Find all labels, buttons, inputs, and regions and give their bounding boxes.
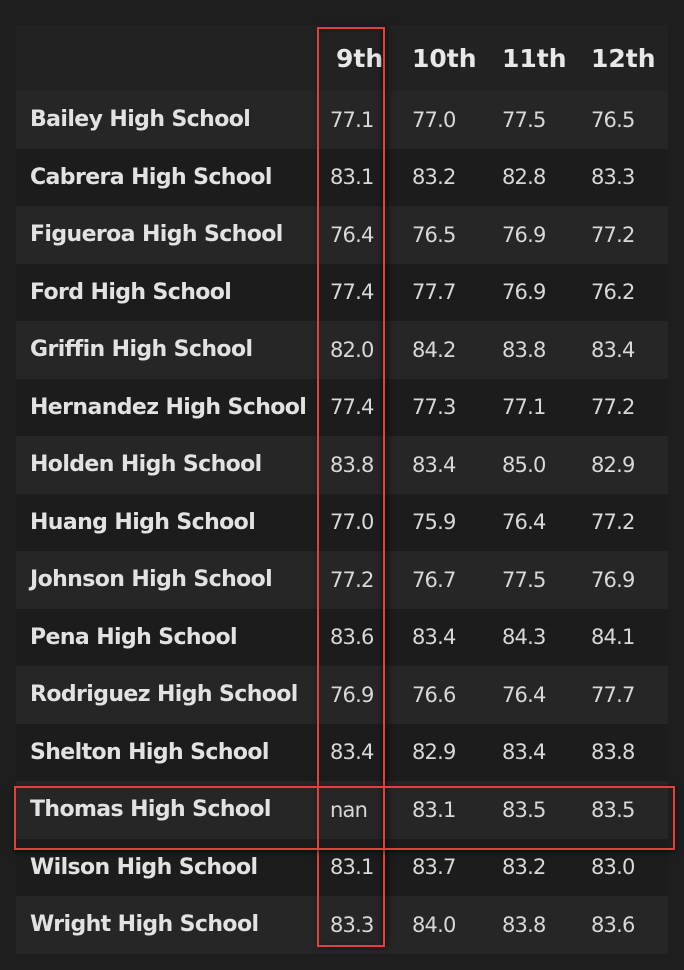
- table-row: Wilson High School 83.1 83.7 83.2 83.0: [16, 838, 668, 896]
- grade-10th-value: 82.9: [404, 723, 492, 781]
- grade-10th-value: 83.4: [404, 608, 492, 666]
- grade-scores-table: 9th 10th 11th 12th Bailey High School 77…: [16, 25, 668, 954]
- grade-9th-value: 83.1: [318, 838, 404, 896]
- grade-12th-value: 83.3: [583, 148, 668, 206]
- grade-11th-value: 83.2: [492, 838, 583, 896]
- table-row: Bailey High School 77.1 77.0 77.5 76.5: [16, 91, 668, 149]
- table-row: Figueroa High School 76.4 76.5 76.9 77.2: [16, 206, 668, 264]
- table-row: Johnson High School 77.2 76.7 77.5 76.9: [16, 551, 668, 609]
- grade-11th-value: 84.3: [492, 608, 583, 666]
- table-row: Griffin High School 82.0 84.2 83.8 83.4: [16, 321, 668, 379]
- grade-10th-value: 77.3: [404, 378, 492, 436]
- grade-11th-value: 76.9: [492, 206, 583, 264]
- grade-10th-value: 84.2: [404, 321, 492, 379]
- school-name: Wright High School: [16, 896, 318, 954]
- grade-10th-value: 83.7: [404, 838, 492, 896]
- grade-10th-value: 76.6: [404, 666, 492, 724]
- school-name: Holden High School: [16, 436, 318, 494]
- column-header-12th: 12th: [583, 25, 668, 91]
- grade-12th-value: 77.2: [583, 206, 668, 264]
- table-row: Hernandez High School 77.4 77.3 77.1 77.…: [16, 378, 668, 436]
- grade-11th-value: 76.9: [492, 263, 583, 321]
- column-header-11th: 11th: [492, 25, 583, 91]
- table-row: Holden High School 83.8 83.4 85.0 82.9: [16, 436, 668, 494]
- grade-10th-value: 83.4: [404, 436, 492, 494]
- table-row: Pena High School 83.6 83.4 84.3 84.1: [16, 608, 668, 666]
- grade-11th-value: 77.1: [492, 378, 583, 436]
- school-name: Figueroa High School: [16, 206, 318, 264]
- grade-9th-value: 82.0: [318, 321, 404, 379]
- grade-10th-value: 76.5: [404, 206, 492, 264]
- grade-10th-value: 76.7: [404, 551, 492, 609]
- grade-9th-value: 83.6: [318, 608, 404, 666]
- grade-12th-value: 84.1: [583, 608, 668, 666]
- table-row: Shelton High School 83.4 82.9 83.4 83.8: [16, 723, 668, 781]
- grade-9th-value: nan: [318, 781, 404, 839]
- grade-10th-value: 83.1: [404, 781, 492, 839]
- grade-12th-value: 77.2: [583, 378, 668, 436]
- table-row: Ford High School 77.4 77.7 76.9 76.2: [16, 263, 668, 321]
- grade-12th-value: 76.9: [583, 551, 668, 609]
- grade-11th-value: 83.5: [492, 781, 583, 839]
- grade-12th-value: 77.2: [583, 493, 668, 551]
- grade-9th-value: 83.4: [318, 723, 404, 781]
- school-name: Johnson High School: [16, 551, 318, 609]
- school-name: Pena High School: [16, 608, 318, 666]
- column-header-10th: 10th: [404, 25, 492, 91]
- grade-11th-value: 82.8: [492, 148, 583, 206]
- grade-10th-value: 83.2: [404, 148, 492, 206]
- table-row-thomas: Thomas High School nan 83.1 83.5 83.5: [16, 781, 668, 839]
- grade-11th-value: 85.0: [492, 436, 583, 494]
- school-name: Ford High School: [16, 263, 318, 321]
- school-name: Wilson High School: [16, 838, 318, 896]
- table-row: Cabrera High School 83.1 83.2 82.8 83.3: [16, 148, 668, 206]
- grade-10th-value: 75.9: [404, 493, 492, 551]
- grade-11th-value: 83.8: [492, 896, 583, 954]
- grade-12th-value: 83.4: [583, 321, 668, 379]
- grade-11th-value: 76.4: [492, 493, 583, 551]
- grade-12th-value: 83.5: [583, 781, 668, 839]
- school-name: Griffin High School: [16, 321, 318, 379]
- grade-12th-value: 83.6: [583, 896, 668, 954]
- grade-12th-value: 82.9: [583, 436, 668, 494]
- school-name: Hernandez High School: [16, 378, 318, 436]
- table-row: Wright High School 83.3 84.0 83.8 83.6: [16, 896, 668, 954]
- grade-9th-value: 76.4: [318, 206, 404, 264]
- table-row: Rodriguez High School 76.9 76.6 76.4 77.…: [16, 666, 668, 724]
- grade-11th-value: 83.4: [492, 723, 583, 781]
- grade-9th-value: 83.1: [318, 148, 404, 206]
- grade-11th-value: 83.8: [492, 321, 583, 379]
- school-name: Rodriguez High School: [16, 666, 318, 724]
- grade-12th-value: 77.7: [583, 666, 668, 724]
- grade-10th-value: 77.0: [404, 91, 492, 149]
- school-name: Cabrera High School: [16, 148, 318, 206]
- grade-9th-value: 77.0: [318, 493, 404, 551]
- grade-9th-value: 83.3: [318, 896, 404, 954]
- grade-9th-value: 76.9: [318, 666, 404, 724]
- grade-11th-value: 77.5: [492, 551, 583, 609]
- grade-10th-value: 84.0: [404, 896, 492, 954]
- school-name: Shelton High School: [16, 723, 318, 781]
- index-header: [16, 25, 318, 91]
- grade-12th-value: 76.2: [583, 263, 668, 321]
- grade-9th-value: 77.1: [318, 91, 404, 149]
- grade-10th-value: 77.7: [404, 263, 492, 321]
- grade-12th-value: 83.0: [583, 838, 668, 896]
- column-header-9th: 9th: [318, 25, 404, 91]
- grade-9th-value: 77.2: [318, 551, 404, 609]
- grade-12th-value: 76.5: [583, 91, 668, 149]
- grade-11th-value: 77.5: [492, 91, 583, 149]
- grade-12th-value: 83.8: [583, 723, 668, 781]
- table-header-row: 9th 10th 11th 12th: [16, 25, 668, 91]
- grade-9th-value: 77.4: [318, 263, 404, 321]
- grade-9th-value: 77.4: [318, 378, 404, 436]
- table-row: Huang High School 77.0 75.9 76.4 77.2: [16, 493, 668, 551]
- grade-11th-value: 76.4: [492, 666, 583, 724]
- school-name: Thomas High School: [16, 781, 318, 839]
- grade-9th-value: 83.8: [318, 436, 404, 494]
- school-name: Bailey High School: [16, 91, 318, 149]
- school-name: Huang High School: [16, 493, 318, 551]
